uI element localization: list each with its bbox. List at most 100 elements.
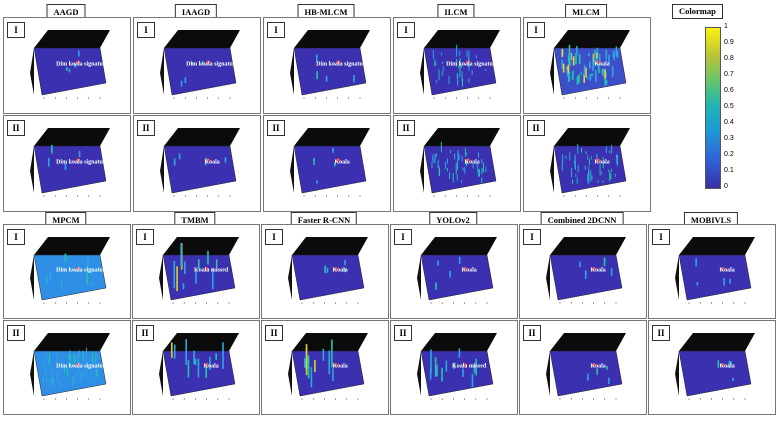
target-marker (76, 267, 80, 271)
surface-back-wall (164, 128, 240, 146)
surface-floor (291, 350, 365, 397)
surface-plot: Koala (675, 333, 755, 400)
detection-label: Koala (590, 268, 605, 274)
colormap-tick: 0.8 (724, 55, 734, 62)
surface-back-wall (554, 128, 630, 146)
target-marker (206, 158, 210, 162)
target-marker (336, 60, 340, 64)
panel-tag: I (136, 229, 154, 245)
surface-plot: Koala missed (159, 237, 239, 304)
surface-floor (33, 145, 107, 194)
result-panel: Dim koala signature I (133, 17, 261, 114)
panel-tag: II (7, 120, 25, 136)
method-column: IAAGD Dim koala signature I Koala II (133, 0, 261, 421)
colormap-legend: Colormap 1 0.9 0.8 0.7 0.6 0.5 0.4 0.3 0.2 0.1 0 (660, 0, 779, 200)
surface-side-wall (675, 255, 679, 300)
surface-side-wall (420, 48, 424, 95)
result-panel: Koala II (393, 115, 521, 212)
surface-side-wall (160, 48, 164, 95)
surface-back-wall (294, 30, 370, 48)
surface-floor (420, 254, 494, 301)
detection-label: Dim koala signature (316, 62, 368, 68)
detection-label: Koala missed (194, 268, 229, 274)
surface-floor (33, 350, 107, 397)
surface-floor (33, 254, 107, 301)
target-marker (76, 363, 80, 367)
target-marker (336, 158, 340, 162)
detection-label: Koala (719, 364, 734, 370)
panel-tag: I (394, 229, 412, 245)
result-panel: Koala I (523, 17, 651, 114)
surface-plot: Koala (290, 128, 370, 197)
colormap-tick: 0.5 (724, 103, 734, 110)
target-marker (205, 267, 209, 271)
surface-side-wall (30, 255, 34, 300)
panel-tag: I (7, 229, 25, 245)
colormap-tick: 0.9 (724, 39, 734, 46)
detection-label: Koala missed (452, 364, 487, 370)
surface-side-wall (417, 255, 421, 300)
detection-label: Koala (334, 160, 349, 166)
result-panel: Koala I (648, 224, 776, 319)
surface-back-wall (292, 237, 368, 255)
surface-plot: Dim koala signature (30, 128, 110, 197)
surface-back-wall (34, 333, 110, 351)
method-column: HB-MLCM Dim koala signature I Koala II (263, 0, 391, 421)
method-column: MOBIVLS Koala I Koala II (648, 0, 776, 421)
surface-back-wall (421, 237, 497, 255)
colormap-tick: 1 (724, 23, 728, 30)
surface-floor (553, 145, 627, 194)
surface-side-wall (30, 146, 34, 193)
surface-floor (291, 254, 365, 301)
surface-side-wall (288, 255, 292, 300)
surface-side-wall (417, 351, 421, 396)
panel-tag: I (267, 22, 285, 38)
method-column: YOLOv2 Koala I Koala missed II (390, 0, 518, 421)
surface-side-wall (30, 351, 34, 396)
surface-back-wall (34, 30, 110, 48)
method-column: MLCM Koala I Koala II (523, 0, 651, 421)
surface-floor (293, 47, 367, 96)
target-marker (463, 267, 467, 271)
panel-tag: I (652, 229, 670, 245)
colormap-tick: 0.2 (724, 151, 734, 158)
detection-label: Dim koala signature (56, 268, 108, 274)
target-marker (721, 363, 725, 367)
surface-plot: Koala (288, 333, 368, 400)
result-panel: Dim koala signature I (3, 224, 131, 319)
surface-back-wall (294, 128, 370, 146)
target-marker (205, 363, 209, 367)
result-panel: Koala I (390, 224, 518, 319)
surface-plot: Koala (546, 237, 626, 304)
surface-side-wall (546, 351, 550, 396)
detection-label: Koala (332, 364, 347, 370)
surface-floor (549, 350, 623, 397)
target-marker (596, 60, 600, 64)
detection-label: Koala (590, 364, 605, 370)
surface-plot: Koala (288, 237, 368, 304)
method-column: AAGD Dim koala signature I Dim koala signat… (3, 0, 131, 421)
panel-tag: II (523, 325, 541, 341)
surface-back-wall (550, 237, 626, 255)
surface-plot: Koala missed (417, 333, 497, 400)
surface-plot: Koala (160, 128, 240, 197)
panel-tag: II (265, 325, 283, 341)
colormap-tick: 0.4 (724, 119, 734, 126)
surface-back-wall (424, 30, 500, 48)
method-column: TMBM Koala missed I Koala II (132, 0, 260, 421)
detection-label: Dim koala signature (56, 364, 108, 370)
panel-tag: I (7, 22, 25, 38)
detection-label: Koala (719, 268, 734, 274)
surface-back-wall (421, 333, 497, 351)
panel-tag: I (527, 22, 545, 38)
detection-label: Koala (594, 160, 609, 166)
surface-plot: Dim koala signature (420, 30, 500, 99)
result-panel: Dim koala signature II (3, 320, 131, 415)
surface-floor (163, 145, 237, 194)
colormap-tick: 0.7 (724, 71, 734, 78)
colormap-tick: 0.6 (724, 87, 734, 94)
surface-side-wall (550, 146, 554, 193)
surface-side-wall (550, 48, 554, 95)
panel-tag: II (7, 325, 25, 341)
surface-side-wall (675, 351, 679, 396)
